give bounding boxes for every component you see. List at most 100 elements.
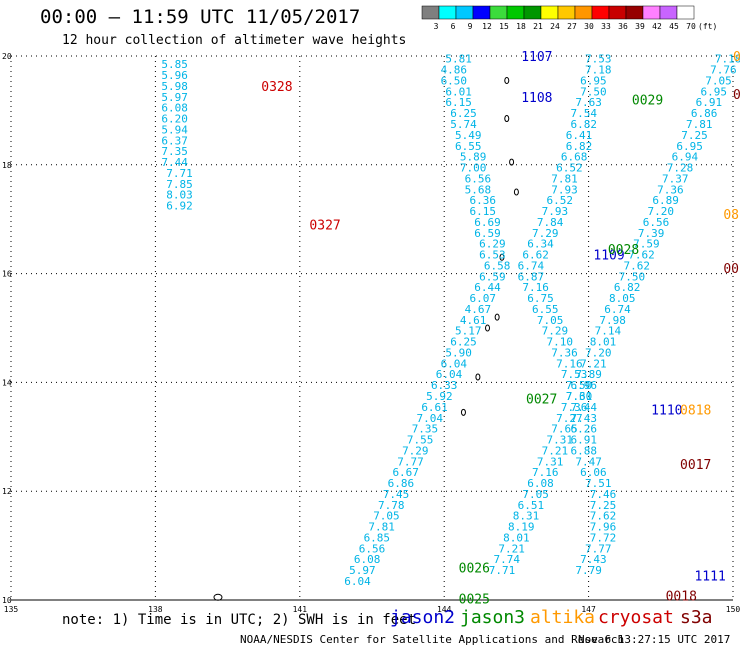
pass-id-label: 1108: [521, 91, 552, 106]
colorbar-tick-label: 6: [451, 22, 456, 31]
colorbar-swatch: [574, 5, 593, 20]
island-outline: [485, 324, 491, 332]
pass-id-label: 08: [733, 50, 740, 65]
swh-value-label: 6.87: [518, 270, 545, 283]
colorbar-tick-label: 30: [584, 22, 594, 31]
swh-value-label: 6.50: [441, 74, 468, 87]
x-tick-label: 138: [148, 605, 163, 614]
swh-value-label: 5.74: [450, 118, 477, 131]
colorbar-tick-label: 9: [468, 22, 473, 31]
swh-value-label: 6.59: [479, 270, 506, 283]
swh-value-label: 7.62: [628, 249, 655, 262]
swh-value-label: 7.98: [599, 314, 626, 327]
swh-value-label: 7.44: [571, 401, 598, 414]
y-tick-label: 16: [2, 270, 12, 279]
colorbar-swatch: [472, 5, 491, 20]
swh-value-label: 7.79: [575, 564, 602, 577]
island-outline: [213, 593, 223, 601]
swh-value-label: 5.97: [161, 91, 188, 104]
swh-value-label: 6.69: [474, 216, 501, 229]
swh-value-label: 6.37: [161, 134, 188, 147]
swh-value-label: 6.06: [580, 466, 607, 479]
swh-value-label: 5.81: [445, 53, 472, 66]
swh-value-label: 7.36: [551, 346, 578, 359]
swh-value-label: 6.44: [474, 281, 501, 294]
colorbar-tick-label: 21: [533, 22, 543, 31]
island-outline: [504, 76, 510, 84]
swh-value-label: 6.55: [455, 140, 482, 153]
swh-value-label: 7.50: [619, 270, 646, 283]
swh-value-label: 7.00: [460, 162, 487, 175]
swh-value-label: 7.21: [542, 444, 569, 457]
swh-value-label: 7.76: [710, 64, 737, 77]
swh-value-label: 7.16: [556, 357, 583, 370]
swh-value-label: 6.04: [344, 575, 371, 588]
swh-value-label: 7.46: [590, 488, 617, 501]
swh-value-label: 6.59: [474, 227, 501, 240]
swh-value-label: 7.81: [368, 521, 395, 534]
swh-value-label: 6.86: [388, 477, 415, 490]
island-outline: [475, 373, 481, 381]
swh-value-label: 7.63: [575, 96, 602, 109]
swh-value-label: 7.29: [542, 325, 569, 338]
swh-value-label: 7.29: [532, 227, 559, 240]
swh-value-label: 8.19: [508, 521, 535, 534]
swh-value-label: 6.53: [479, 249, 506, 262]
swh-value-label: 5.92: [426, 390, 453, 403]
swh-value-label: 7.43: [580, 553, 607, 566]
swh-value-label: 7.59: [633, 238, 660, 251]
swh-value-label: 6.91: [696, 96, 723, 109]
swh-value-label: 7.05: [373, 510, 400, 523]
colorbar-tick-label: 39: [635, 22, 645, 31]
swh-value-label: 7.37: [662, 172, 689, 185]
swh-value-label: 7.50: [580, 85, 607, 98]
pass-id-label: 1111: [694, 570, 725, 585]
swh-value-label: 6.15: [469, 205, 496, 218]
swh-value-label: 5.94: [161, 123, 188, 136]
colorbar-tick-label: 27: [567, 22, 577, 31]
y-tick-label: 18: [2, 161, 12, 170]
swh-value-label: 7.05: [537, 314, 564, 327]
island-outline: [460, 408, 466, 416]
swh-value-label: 7.71: [489, 564, 516, 577]
swh-value-label: 4.86: [441, 64, 468, 77]
swh-value-label: 6.74: [604, 303, 631, 316]
swh-value-label: 7.53: [561, 368, 588, 381]
swh-value-label: 8.31: [513, 510, 540, 523]
swh-value-label: 6.29: [479, 238, 506, 251]
generated-timestamp: Nov 6 13:27:15 UTC 2017: [578, 633, 731, 646]
swh-value-label: 7.51: [585, 477, 612, 490]
x-tick-label: 141: [293, 605, 308, 614]
swh-value-label: 5.85: [161, 58, 188, 71]
legend-s3a: s3a: [680, 607, 713, 628]
swh-value-label: 7.50: [566, 379, 593, 392]
swh-value-label: 7.77: [585, 542, 612, 555]
colorbar-swatch: [523, 5, 542, 20]
swh-value-label: 7.25: [681, 129, 708, 142]
swh-value-label: 7.96: [590, 521, 617, 534]
swh-value-label: 6.74: [518, 259, 545, 272]
swh-value-label: 6.33: [431, 379, 458, 392]
swh-value-label: 6.08: [161, 102, 188, 115]
swh-value-label: 7.93: [551, 183, 578, 196]
swh-value-label: 7.16: [522, 281, 549, 294]
colorbar-tick-label: 18: [516, 22, 526, 31]
pass-id-label: 0328: [261, 80, 292, 95]
pass-id-label: 00: [733, 88, 740, 103]
pass-id-label: 0017: [680, 458, 711, 473]
swh-value-label: 6.82: [566, 140, 593, 153]
swh-value-label: 7.35: [412, 423, 439, 436]
swh-value-label: 7.05: [522, 488, 549, 501]
swh-value-label: 6.56: [643, 216, 670, 229]
pass-id-label: 0027: [526, 393, 557, 408]
swh-value-label: 6.26: [571, 423, 598, 436]
colorbar-swatch: [489, 5, 508, 20]
colorbar-tick-label: 15: [499, 22, 509, 31]
swh-value-label: 6.92: [166, 200, 193, 213]
island-outline: [494, 313, 500, 321]
swh-value-label: 7.16: [532, 466, 559, 479]
swh-value-label: 5.90: [445, 346, 472, 359]
swh-value-label: 7.05: [705, 74, 732, 87]
swh-value-label: 6.41: [566, 129, 593, 142]
